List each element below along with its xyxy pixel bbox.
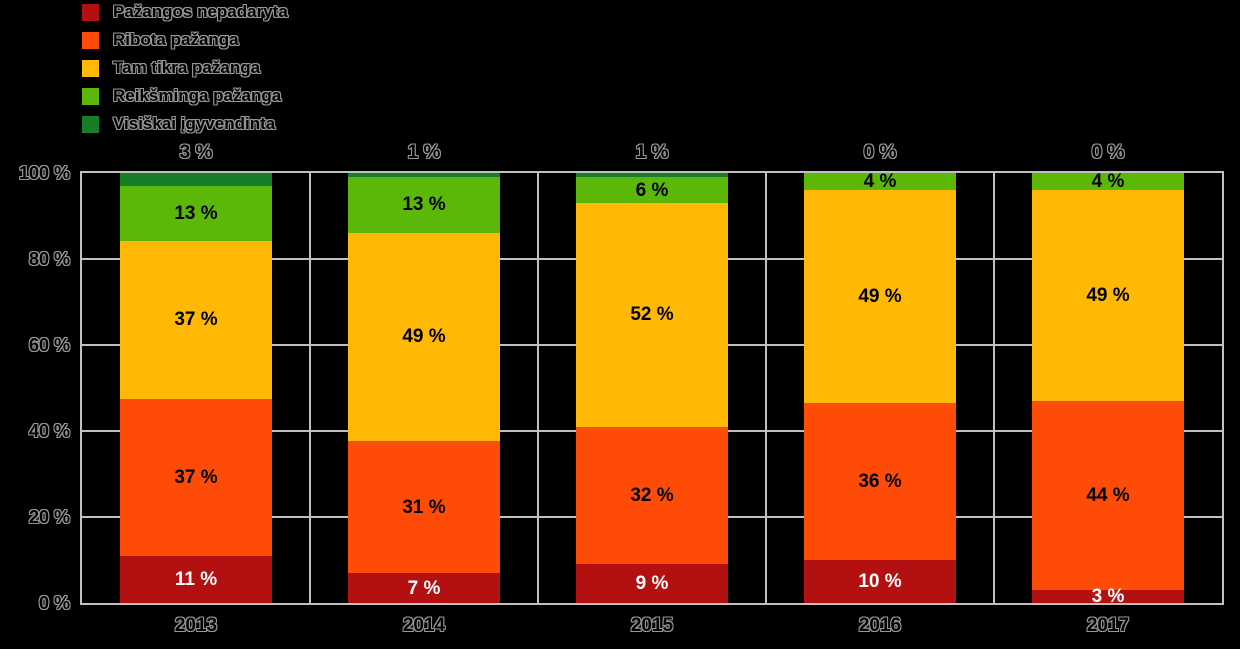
bar-value-label: 37 % [174,466,218,488]
y-tick-label: 100 % [18,163,70,183]
bar-segment: 9 % [576,564,728,603]
x-tick-label: 2013 [174,615,218,636]
gridline-vertical [993,173,995,603]
gridline-vertical [309,173,311,603]
bar-value-label: 9 % [635,573,669,595]
bar-segment: 13 % [348,177,500,233]
y-tick-label: 0 % [38,593,70,613]
bar-top-label: 1 % [407,142,441,163]
legend-swatch-limited-progress [82,31,99,49]
bar-value-label: 36 % [858,470,902,492]
bar-value-label: 7 % [407,577,441,599]
bar-top-label: 3 % [179,142,213,163]
legend-swatch-fully-implemented [82,115,99,133]
bar-segment: 49 % [1032,190,1184,401]
legend-label: Visiškai įgyvendinta [113,114,276,133]
bar-segment: 11 % [120,556,272,603]
bar-segment [120,173,272,186]
bar-value-label: 32 % [630,485,674,507]
bar-value-label: 49 % [858,286,902,308]
bar-value-label: 6 % [635,179,669,201]
legend-swatch-some-progress [82,59,99,77]
bar-segment: 52 % [576,203,728,427]
bar-segment: 36 % [804,403,956,560]
bar-top-label: 1 % [635,142,669,163]
y-tick-label: 60 % [28,335,70,355]
bar-2013: 13 % 37 % 37 % 11 % [120,173,272,603]
bar-segment: 37 % [120,398,272,557]
bar-top-label: 0 % [863,142,897,163]
legend-item: Pažangos nepadaryta [82,0,288,26]
bar-segment: 10 % [804,559,956,603]
legend: Pažangos nepadaryta Ribota pažanga Tam t… [82,0,288,138]
bar-value-label: 4 % [863,171,897,193]
bar-top-label: 0 % [1091,142,1125,163]
y-tick-label: 80 % [28,249,70,269]
bar-value-label: 44 % [1086,485,1130,507]
legend-item: Tam tikra pažanga [82,54,288,82]
legend-label: Tam tikra pažanga [113,58,261,77]
bar-segment: 49 % [804,190,956,404]
y-tick-label: 40 % [28,421,70,441]
legend-label: Reikšminga pažanga [113,86,282,105]
bar-value-label: 49 % [1086,285,1130,307]
bar-segment [576,173,728,178]
plot-area: 13 % 37 % 37 % 11 % 13 % 49 % 31 % 7 % 6 % 52 % 32… [80,171,1224,608]
bar-value-label: 3 % [1091,586,1125,608]
legend-item: Visiškai įgyvendinta [82,110,288,138]
bar-segment: 44 % [1032,400,1184,591]
legend-item: Ribota pažanga [82,26,288,54]
gridline-vertical [537,173,539,603]
bar-2017: 4 % 49 % 44 % 3 % [1032,171,1184,608]
x-tick-label: 2017 [1086,615,1130,636]
legend-label: Pažangos nepadaryta [113,2,288,21]
x-tick-label: 2014 [402,615,446,636]
legend-swatch-significant-progress [82,87,99,105]
bar-segment: 4 % [804,171,956,193]
bar-segment: 31 % [348,441,500,574]
bar-2014: 13 % 49 % 31 % 7 % [348,173,500,603]
bar-segment: 6 % [576,177,728,204]
bar-segment: 7 % [348,573,500,603]
bar-segment: 32 % [576,426,728,565]
bar-value-label: 52 % [630,304,674,326]
y-tick-label: 20 % [28,507,70,527]
bar-segment: 49 % [348,232,500,442]
bar-value-label: 49 % [402,326,446,348]
bar-segment: 13 % [120,185,272,242]
bar-segment: 3 % [1032,586,1184,608]
legend-swatch-no-progress [82,3,99,21]
bar-value-label: 13 % [174,202,218,224]
x-tick-label: 2015 [630,615,674,636]
bar-segment: 37 % [120,241,272,399]
bar-value-label: 31 % [402,496,446,518]
bar-value-label: 37 % [174,309,218,331]
legend-label: Ribota pažanga [113,30,239,49]
bar-value-label: 11 % [174,569,218,591]
bar-2015: 6 % 52 % 32 % 9 % [576,173,728,603]
bar-value-label: 13 % [402,194,446,216]
bar-2016: 4 % 49 % 36 % 10 % [804,171,956,603]
bar-value-label: 10 % [858,570,902,592]
legend-item: Reikšminga pažanga [82,82,288,110]
bar-segment [348,173,500,178]
bar-segment: 4 % [1032,171,1184,193]
x-tick-label: 2016 [858,615,902,636]
gridline-vertical [765,173,767,603]
bar-value-label: 4 % [1091,171,1125,193]
